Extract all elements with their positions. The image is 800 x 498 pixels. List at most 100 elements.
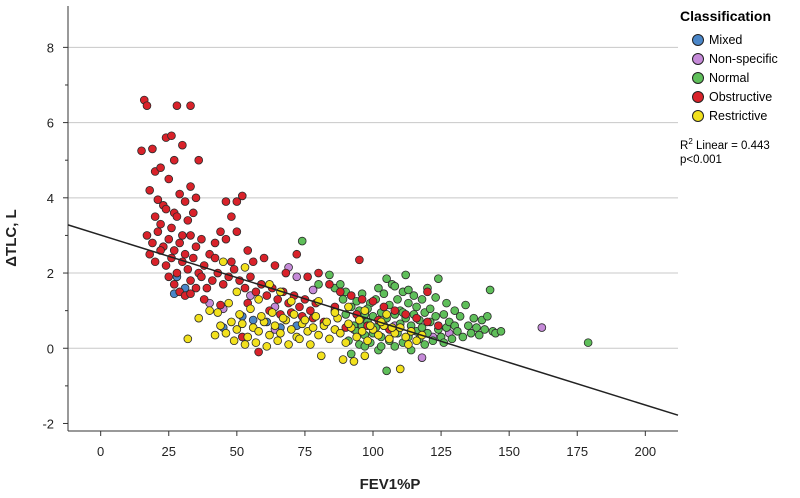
data-point bbox=[232, 227, 242, 236]
data-point bbox=[186, 101, 195, 110]
series-restrictive bbox=[183, 257, 427, 374]
data-point bbox=[218, 257, 228, 267]
data-point bbox=[308, 323, 318, 332]
data-point bbox=[259, 253, 269, 263]
data-point bbox=[363, 336, 372, 346]
data-point bbox=[156, 163, 165, 173]
data-point bbox=[480, 325, 489, 334]
data-point bbox=[188, 253, 198, 263]
data-point bbox=[466, 328, 476, 338]
data-point bbox=[336, 280, 345, 289]
data-point bbox=[368, 296, 378, 306]
data-point bbox=[194, 313, 204, 323]
data-point bbox=[237, 319, 247, 329]
data-point bbox=[469, 313, 479, 323]
data-point bbox=[227, 317, 236, 327]
x-axis-ticks: 0 25 50 75 100 125 150 175 200 bbox=[97, 431, 656, 459]
data-point bbox=[485, 285, 495, 295]
data-point bbox=[306, 306, 315, 315]
data-point bbox=[142, 231, 152, 240]
data-point bbox=[221, 328, 231, 338]
data-point bbox=[265, 330, 274, 340]
x-tick-label: 175 bbox=[566, 444, 588, 459]
data-point bbox=[390, 342, 400, 351]
data-point bbox=[289, 310, 299, 319]
y-tick-label: -2 bbox=[42, 416, 54, 431]
data-point bbox=[183, 264, 193, 274]
r2-value: Linear = 0.443 bbox=[692, 140, 770, 152]
data-point bbox=[303, 272, 312, 282]
data-point bbox=[243, 246, 253, 255]
data-point bbox=[142, 101, 152, 110]
data-point bbox=[237, 191, 247, 201]
y-tick-label: 0 bbox=[47, 341, 54, 356]
data-point bbox=[284, 340, 293, 349]
legend-swatch bbox=[692, 90, 704, 103]
data-point bbox=[281, 268, 291, 278]
data-point bbox=[357, 327, 367, 336]
legend: Classification Mixed Non-specific Normal Ob… bbox=[680, 8, 798, 125]
data-point bbox=[216, 300, 225, 310]
legend-title: Classification bbox=[680, 8, 772, 24]
data-point bbox=[314, 330, 323, 340]
data-point bbox=[270, 321, 280, 330]
data-point bbox=[169, 155, 179, 165]
data-point bbox=[360, 306, 370, 315]
data-point bbox=[180, 249, 190, 259]
data-point bbox=[172, 212, 182, 221]
data-point bbox=[349, 357, 359, 366]
data-point bbox=[376, 342, 386, 351]
legend-items: Mixed Non-specific Normal Obstructive Restri… bbox=[680, 30, 798, 125]
data-point bbox=[308, 285, 318, 295]
r2-prefix: R bbox=[680, 140, 689, 152]
r2-superscript: 2 bbox=[688, 137, 693, 147]
data-point bbox=[232, 325, 242, 334]
data-point bbox=[379, 302, 389, 312]
data-point bbox=[167, 131, 176, 141]
data-point bbox=[164, 234, 174, 244]
y-axis-title: ΔTLC, L bbox=[3, 209, 20, 266]
data-point bbox=[390, 306, 400, 315]
legend-item-non-specific: Non-specific bbox=[680, 49, 798, 68]
data-point bbox=[199, 295, 209, 304]
data-point bbox=[314, 280, 323, 289]
data-point bbox=[248, 315, 258, 325]
y-tick-label: 2 bbox=[47, 266, 54, 281]
data-point bbox=[292, 272, 302, 282]
data-point bbox=[379, 289, 389, 299]
data-point bbox=[453, 327, 462, 336]
data-point bbox=[229, 336, 239, 346]
data-point bbox=[325, 334, 334, 344]
x-tick-label: 25 bbox=[162, 444, 176, 459]
y-axis-ticks: -2 0 2 4 6 8 bbox=[42, 40, 68, 431]
data-point bbox=[338, 295, 348, 304]
data-point bbox=[314, 268, 323, 278]
data-point bbox=[191, 193, 201, 203]
data-point bbox=[137, 146, 146, 156]
data-point bbox=[197, 272, 206, 282]
legend-label: Non-specific bbox=[709, 51, 778, 66]
data-point bbox=[210, 330, 220, 340]
data-point bbox=[425, 304, 435, 314]
data-point bbox=[240, 340, 250, 349]
legend-label: Mixed bbox=[709, 32, 743, 47]
data-point bbox=[409, 291, 419, 300]
data-point bbox=[218, 280, 228, 289]
data-point bbox=[221, 234, 231, 244]
data-point bbox=[423, 317, 432, 327]
data-point bbox=[382, 274, 391, 283]
data-point bbox=[262, 342, 272, 351]
data-point bbox=[246, 304, 255, 314]
data-point bbox=[360, 351, 370, 361]
data-point bbox=[431, 311, 440, 321]
data-point bbox=[412, 302, 421, 312]
axes bbox=[67, 6, 678, 432]
y-tick-label: 8 bbox=[47, 40, 54, 55]
data-point bbox=[254, 295, 263, 304]
data-point bbox=[306, 340, 315, 349]
data-point bbox=[175, 189, 184, 199]
data-point bbox=[352, 332, 361, 342]
data-point bbox=[175, 238, 184, 248]
data-point bbox=[287, 296, 296, 306]
data-point bbox=[232, 287, 242, 297]
